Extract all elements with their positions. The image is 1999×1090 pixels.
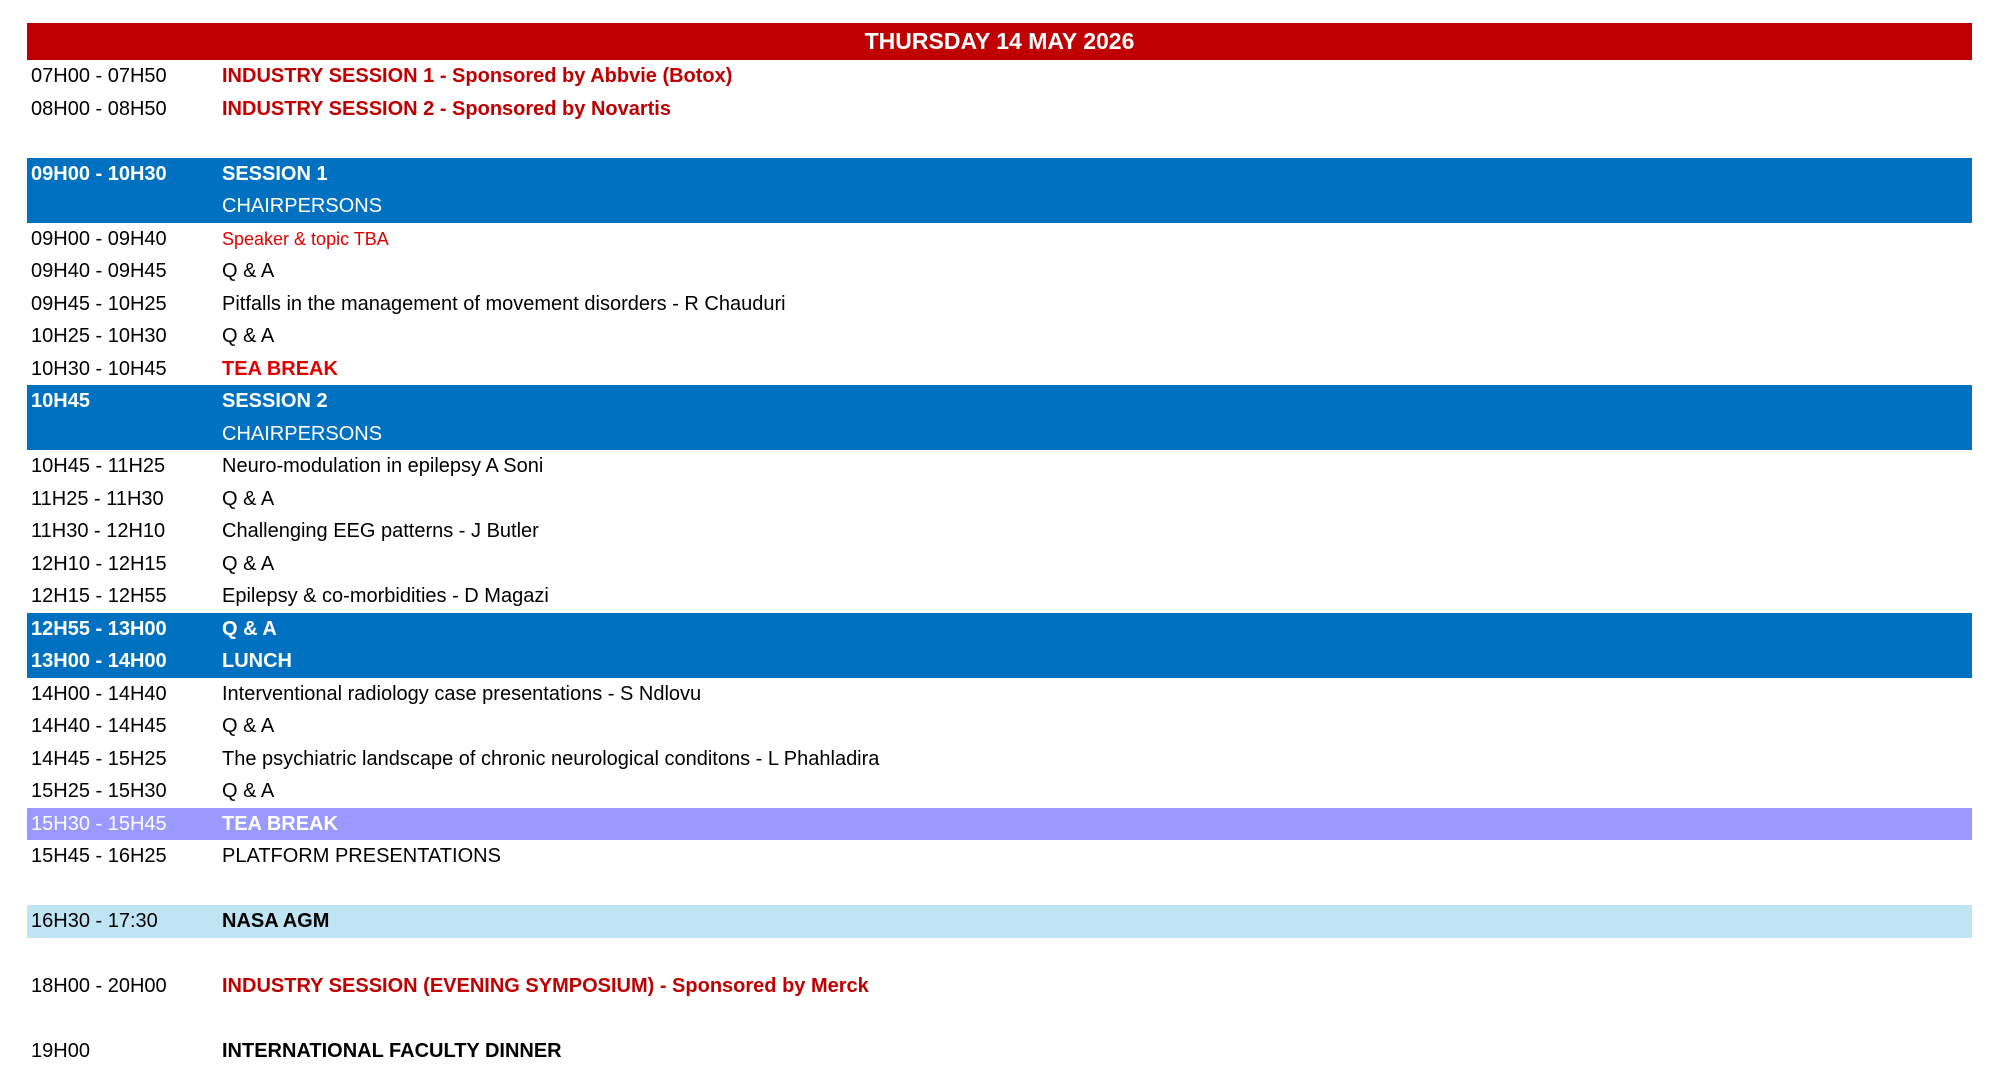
schedule-row: 15H30 - 15H45 TEA BREAK [27, 807, 1972, 840]
schedule-row: 10H25 - 10H30 Q & A [27, 320, 1972, 353]
time-cell: 13H00 - 14H00 [31, 650, 167, 672]
time-cell: 10H30 - 10H45 [31, 357, 167, 380]
event-cell: Epilepsy & co-morbidities - D Magazi [222, 585, 549, 607]
schedule-rows: 07H00 - 07H50 INDUSTRY SESSION 1 - Sponso… [27, 60, 1972, 1068]
event-cell: PLATFORM PRESENTATIONS [222, 845, 501, 867]
time-cell: 10H25 - 10H30 [31, 325, 167, 347]
time-cell: 12H55 - 13H00 [31, 617, 167, 640]
time-cell: 15H30 - 15H45 [31, 812, 167, 835]
spacer-row [27, 873, 1972, 906]
schedule-row: CHAIRPERSONS [27, 417, 1972, 451]
time-cell: 12H10 - 12H15 [31, 552, 167, 575]
time-cell [27, 873, 222, 906]
schedule-row: 18H00 - 20H00 INDUSTRY SESSION (EVENING S… [27, 970, 1972, 1003]
event-cell: Pitfalls in the management of movement d… [222, 292, 786, 315]
event-cell: Q & A [222, 325, 275, 347]
event-cell: Challenging EEG patterns - J Butler [222, 520, 539, 542]
spacer-row [27, 1003, 1972, 1036]
schedule-row: 12H55 - 13H00 Q & A [27, 612, 1972, 645]
schedule-row: 09H45 - 10H25 Pitfalls in the management … [27, 288, 1972, 321]
event-cell: SESSION 2 [222, 385, 1972, 418]
time-cell: 14H00 - 14H40 [31, 682, 167, 705]
schedule-row: 10H30 - 10H45 TEA BREAK [27, 353, 1972, 386]
schedule-row: 19H00 INTERNATIONAL FACULTY DINNER [27, 1035, 1972, 1068]
event-cell [222, 125, 1972, 158]
schedule-row: 14H45 - 15H25 The psychiatric landscape o… [27, 743, 1972, 776]
schedule-row: 09H40 - 09H45 Q & A [27, 255, 1972, 288]
time-cell: 07H00 - 07H50 [31, 65, 167, 87]
event-cell: Q & A [222, 780, 275, 802]
time-cell [27, 418, 222, 451]
event-cell: Neuro-modulation in epilepsy A Soni [222, 455, 544, 477]
schedule-row: CHAIRPERSONS [27, 190, 1972, 223]
event-cell: SESSION 1 [222, 157, 1972, 190]
event-cell: Q & A [222, 552, 275, 575]
event-cell: Q & A [222, 715, 275, 737]
event-cell: Q & A [222, 260, 275, 282]
time-cell [27, 938, 222, 971]
schedule-row: 15H25 - 15H30 Q & A [27, 775, 1972, 808]
event-cell: Q & A [222, 612, 1972, 645]
event-cell: INDUSTRY SESSION 1 - Sponsored by Abbvie… [222, 65, 733, 87]
time-cell: 15H45 - 16H25 [31, 845, 167, 867]
time-cell: 10H45 [31, 390, 90, 412]
time-cell: 09H40 - 09H45 [31, 260, 167, 282]
event-cell: Q & A [222, 487, 275, 510]
time-cell: 16H30 - 17:30 [31, 910, 158, 932]
event-cell [222, 938, 1972, 971]
event-cell [222, 1003, 1972, 1036]
schedule-row: 11H30 - 12H10 Challenging EEG patterns - … [27, 515, 1972, 548]
event-cell: TEA BREAK [222, 357, 338, 380]
programme-sheet: THURSDAY 14 MAY 2026 07H00 - 07H50 INDUST… [27, 23, 1972, 1068]
time-cell: 09H00 - 09H40 [31, 227, 167, 250]
time-cell: 19H00 [31, 1040, 90, 1062]
event-cell: Interventional radiology case presentati… [222, 682, 702, 705]
event-cell: INDUSTRY SESSION 2 - Sponsored by Novart… [222, 97, 671, 120]
event-cell: INTERNATIONAL FACULTY DINNER [222, 1040, 562, 1062]
event-cell [222, 873, 1972, 906]
time-cell [27, 190, 222, 223]
day-header: THURSDAY 14 MAY 2026 [27, 23, 1972, 60]
schedule-row: 16H30 - 17:30 NASA AGM [27, 905, 1972, 938]
event-cell: TEA BREAK [222, 807, 1972, 840]
spacer-row [27, 125, 1972, 158]
time-cell: 11H30 - 12H10 [31, 520, 166, 542]
spacer-row [27, 938, 1972, 971]
event-cell: CHAIRPERSONS [222, 417, 1972, 450]
schedule-row: 10H45 - 11H25 Neuro-modulation in epileps… [27, 450, 1972, 483]
time-cell: 09H45 - 10H25 [31, 292, 167, 315]
schedule-row: 15H45 - 16H25 PLATFORM PRESENTATIONS [27, 840, 1972, 873]
schedule-row: 14H00 - 14H40 Interventional radiology ca… [27, 678, 1972, 711]
time-cell: 18H00 - 20H00 [31, 975, 167, 997]
event-cell: INDUSTRY SESSION (EVENING SYMPOSIUM) - S… [222, 975, 869, 997]
time-cell: 14H40 - 14H45 [31, 715, 167, 737]
time-cell [27, 125, 222, 158]
time-cell: 10H45 - 11H25 [31, 455, 166, 477]
schedule-row: 11H25 - 11H30 Q & A [27, 483, 1972, 516]
time-cell: 15H25 - 15H30 [31, 780, 167, 802]
schedule-row: 14H40 - 14H45 Q & A [27, 710, 1972, 743]
schedule-row: 09H00 - 09H40 Speaker & topic TBA [27, 223, 1972, 256]
schedule-row: 12H10 - 12H15 Q & A [27, 548, 1972, 581]
event-cell: NASA AGM [222, 905, 1972, 938]
schedule-row: 12H15 - 12H55 Epilepsy & co-morbidities -… [27, 580, 1972, 613]
schedule-row: 13H00 - 14H00 LUNCH [27, 645, 1972, 678]
time-cell: 11H25 - 11H30 [31, 487, 164, 510]
schedule-row: 07H00 - 07H50 INDUSTRY SESSION 1 - Sponso… [27, 60, 1972, 93]
time-cell: 14H45 - 15H25 [31, 747, 167, 770]
time-cell: 09H00 - 10H30 [31, 162, 167, 185]
schedule-row: 08H00 - 08H50 INDUSTRY SESSION 2 - Sponso… [27, 93, 1972, 126]
event-cell: Speaker & topic TBA [222, 228, 389, 249]
event-cell: CHAIRPERSONS [222, 190, 1972, 223]
time-cell: 12H15 - 12H55 [31, 585, 167, 607]
event-cell: LUNCH [222, 645, 1972, 678]
schedule-row: 09H00 - 10H30 SESSION 1 [27, 157, 1972, 190]
event-cell: The psychiatric landscape of chronic neu… [222, 747, 880, 770]
schedule-row: 10H45 SESSION 2 [27, 385, 1972, 418]
time-cell: 08H00 - 08H50 [31, 97, 167, 120]
time-cell [27, 1003, 222, 1036]
